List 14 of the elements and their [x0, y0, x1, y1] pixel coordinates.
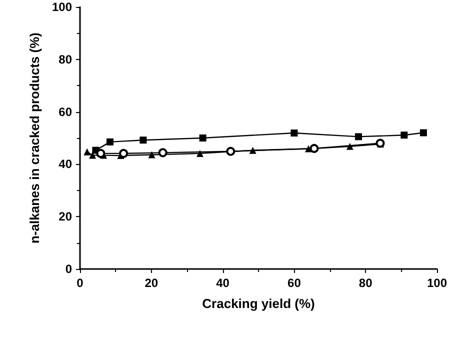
- y-axis-title: n-alkanes in cracked products (%): [27, 32, 42, 244]
- x-tick-label: 60: [288, 276, 302, 290]
- x-tick-label: 20: [144, 276, 158, 290]
- x-axis-title: Cracking yield (%): [202, 296, 315, 311]
- y-tick-label: 40: [58, 157, 72, 172]
- x-tick-label: 0: [76, 276, 84, 290]
- x-tick-label: 40: [216, 276, 230, 290]
- x-tick-label: 100: [426, 276, 448, 290]
- y-tick-label: 20: [58, 210, 72, 224]
- y-tick-label: 100: [52, 0, 72, 14]
- y-tick-label: 60: [58, 104, 72, 119]
- y-tick-label: 0: [65, 262, 72, 276]
- y-tick-label: 80: [58, 52, 72, 66]
- x-tick-label: 80: [358, 276, 373, 290]
